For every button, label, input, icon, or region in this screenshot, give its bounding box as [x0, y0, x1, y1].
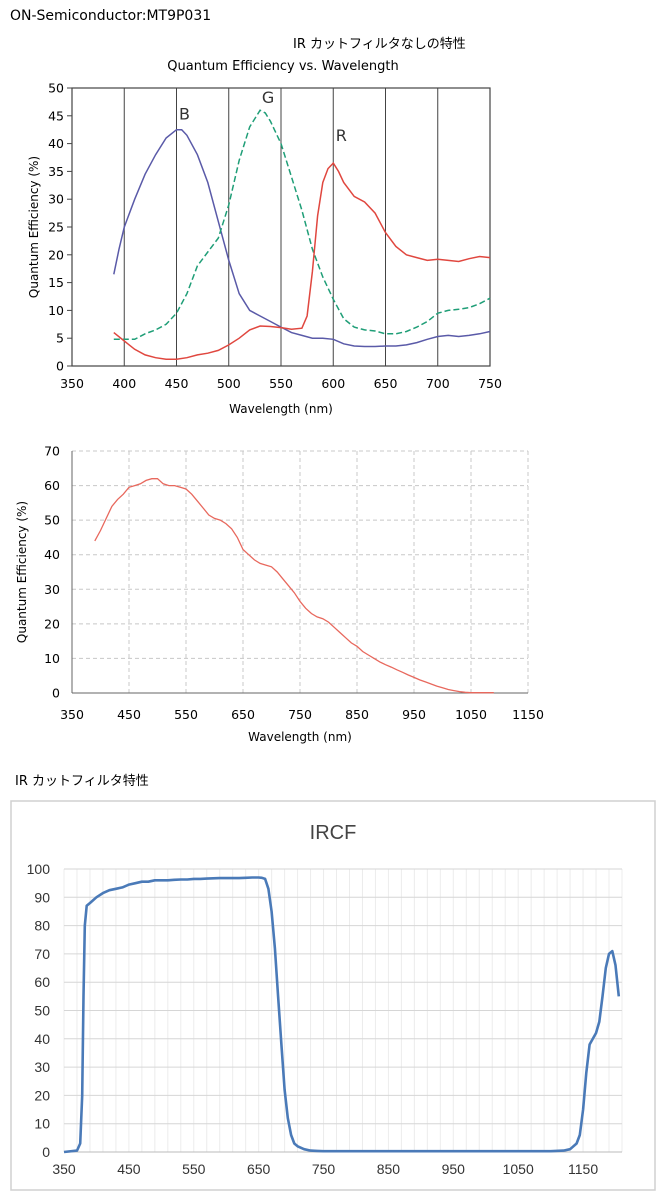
chart3-y-tick: 70 [34, 946, 50, 962]
chart1-x-tick: 500 [217, 376, 241, 391]
chart2-y-tick: 10 [44, 651, 60, 666]
chart3-x-tick: 950 [442, 1161, 466, 1177]
chart2-y-tick: 20 [44, 616, 60, 631]
chart1-x-tick: 650 [374, 376, 398, 391]
chart3-x-tick: 650 [247, 1161, 271, 1177]
chart2-y-tick: 40 [44, 547, 60, 562]
chart1-x-tick: 550 [269, 376, 293, 391]
chart1-x-tick: 600 [321, 376, 345, 391]
chart1-y-tick: 40 [48, 136, 64, 151]
section-label: IR カットフィルタ特性 [15, 774, 149, 789]
chart2-x-tick: 1050 [455, 707, 487, 722]
chart1-y-tick: 45 [48, 108, 64, 123]
chart3-y-tick: 40 [34, 1031, 50, 1047]
chart3-x-tick: 550 [182, 1161, 206, 1177]
page-title: ON-Semiconductor:MT9P031 [10, 8, 212, 24]
chart2-x-tick: 750 [288, 707, 312, 722]
chart1-annotation: B [179, 105, 190, 124]
chart1-y-tick: 20 [48, 247, 64, 262]
chart3-y-tick: 50 [34, 1003, 50, 1019]
chart3-y-tick: 20 [34, 1087, 50, 1103]
chart3-y-tick: 100 [27, 861, 51, 877]
chart3-title: IRCF [310, 822, 357, 844]
chart2-y-tick: 0 [52, 686, 60, 701]
chart2-x-label: Wavelength (nm) [248, 730, 352, 744]
chart1-x-tick: 400 [112, 376, 136, 391]
chart1-y-tick: 5 [56, 331, 64, 346]
chart1-x-tick: 450 [165, 376, 189, 391]
page-subtitle: IR カットフィルタなしの特性 [293, 37, 466, 52]
chart2-x-tick: 1150 [512, 707, 544, 722]
chart3-x-tick: 750 [312, 1161, 336, 1177]
chart1-y-tick: 25 [48, 220, 64, 235]
chart2-series [94, 478, 494, 694]
chart2-y-label: Quantum Efficiency (%) [15, 501, 29, 643]
chart2-y-tick: 60 [44, 478, 60, 493]
chart2-y-tick: 30 [44, 582, 60, 597]
chart2-x-tick: 450 [117, 707, 141, 722]
chart1-series-r [113, 161, 491, 361]
chart2-x-tick: 350 [60, 707, 84, 722]
chart3-y-tick: 10 [34, 1116, 50, 1132]
chart2-x-tick: 950 [402, 707, 426, 722]
chart1-y-tick: 0 [56, 359, 64, 374]
chart3-y-tick: 80 [34, 918, 50, 934]
chart3-x-tick: 450 [117, 1161, 141, 1177]
chart1-y-label: Quantum Efficiency (%) [27, 156, 41, 298]
chart1-annotation: R [336, 126, 347, 145]
chart1-y-tick: 30 [48, 192, 64, 207]
chart3-y-tick: 30 [34, 1059, 50, 1075]
chart3-y-tick: 60 [34, 974, 50, 990]
chart3-y-tick: 0 [42, 1144, 50, 1160]
chart1-x-tick: 750 [478, 376, 502, 391]
chart1-title: Quantum Efficiency vs. Wavelength [167, 59, 398, 74]
chart3-y-tick: 90 [34, 889, 50, 905]
chart1-series-b [113, 128, 491, 348]
chart1-y-tick: 35 [48, 164, 64, 179]
chart1-y-tick: 10 [48, 303, 64, 318]
chart1-x-label: Wavelength (nm) [229, 402, 333, 416]
chart1-annotation: G [262, 88, 274, 107]
chart2-y-tick: 50 [44, 513, 60, 528]
chart1-x-tick: 350 [60, 376, 84, 391]
chart2-x-tick: 650 [231, 707, 255, 722]
chart1-y-tick: 15 [48, 275, 64, 290]
chart1-series-g [113, 109, 491, 341]
chart1-x-tick: 700 [426, 376, 450, 391]
chart3-frame [10, 800, 656, 1191]
chart2-y-tick: 70 [44, 444, 60, 459]
chart1-plot-frame [71, 87, 491, 367]
chart1-y-tick: 50 [48, 81, 64, 96]
chart3-series [63, 876, 621, 1154]
chart3-x-tick: 1150 [568, 1161, 598, 1177]
chart2-x-tick: 550 [174, 707, 198, 722]
chart2-x-tick: 850 [345, 707, 369, 722]
chart3-x-tick: 850 [377, 1161, 401, 1177]
chart3-x-tick: 350 [52, 1161, 76, 1177]
chart3-x-tick: 1050 [503, 1161, 534, 1177]
